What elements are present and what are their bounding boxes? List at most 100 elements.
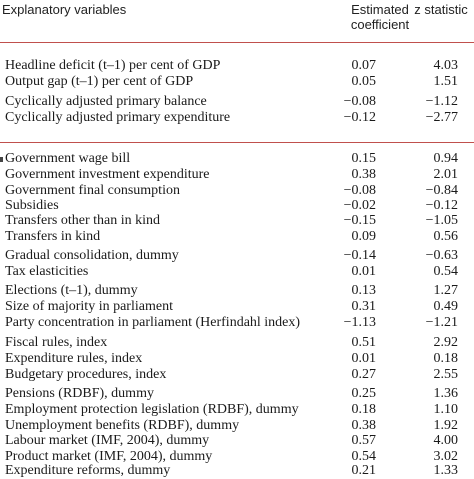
table-row: Government final consumption −0.08 −0.84 bbox=[0, 183, 474, 199]
table-row: Employment protection legislation (RDBF)… bbox=[0, 402, 474, 418]
table-row: Gradual consolidation, dummy −0.14 −0.63 bbox=[0, 248, 474, 264]
table-row: Transfers in kind 0.09 0.56 bbox=[0, 229, 474, 245]
table-row: Government investment expenditure 0.38 2.0… bbox=[0, 167, 474, 183]
row-coefficient: 0.31 bbox=[351, 299, 377, 314]
table-row: Subsidies −0.02 −0.12 bbox=[0, 198, 474, 214]
header-estimated-coefficient: Estimated coefficient bbox=[320, 2, 440, 32]
table-row: Transfers other than in kind −0.15 −1.05 bbox=[0, 213, 474, 229]
header-explanatory-variables: Explanatory variables bbox=[2, 2, 127, 17]
row-coefficient: 0.01 bbox=[351, 264, 377, 279]
row-label: Subsidies bbox=[5, 198, 59, 213]
row-coefficient: −0.14 bbox=[343, 248, 376, 263]
row-coefficient: −1.13 bbox=[343, 315, 376, 330]
row-z-statistic: 0.54 bbox=[433, 264, 459, 279]
row-z-statistic: −2.77 bbox=[425, 110, 458, 125]
row-coefficient: 0.09 bbox=[351, 229, 377, 244]
table-row: Headline deficit (t–1) per cent of GDP 0.… bbox=[0, 58, 474, 74]
row-label: Fiscal rules, index bbox=[5, 335, 108, 350]
row-z-statistic: 0.49 bbox=[433, 299, 459, 314]
row-coefficient: 0.07 bbox=[351, 58, 377, 73]
row-z-statistic: 1.33 bbox=[433, 463, 459, 478]
row-label: Cyclically adjusted primary expenditure bbox=[5, 110, 231, 125]
row-coefficient: 0.18 bbox=[351, 402, 377, 417]
row-label: Expenditure rules, index bbox=[5, 351, 143, 366]
table-row: Government wage bill 0.15 0.94 bbox=[0, 151, 474, 167]
table-row: Tax elasticities 0.01 0.54 bbox=[0, 264, 474, 280]
header-coefficient-line2: coefficient bbox=[350, 17, 410, 32]
row-coefficient: −0.02 bbox=[343, 198, 376, 213]
table-row: Cyclically adjusted primary expenditure −… bbox=[0, 110, 474, 126]
row-coefficient: −0.15 bbox=[343, 213, 376, 228]
row-label: Transfers in kind bbox=[5, 229, 101, 244]
row-z-statistic: 2.92 bbox=[433, 335, 459, 350]
row-z-statistic: −1.05 bbox=[425, 213, 458, 228]
row-coefficient: 0.54 bbox=[351, 449, 377, 464]
row-label: Budgetary procedures, index bbox=[5, 367, 167, 382]
row-label: Employment protection legislation (RDBF)… bbox=[5, 402, 299, 417]
row-coefficient: 0.38 bbox=[351, 167, 377, 182]
row-label: Government wage bill bbox=[5, 151, 131, 166]
row-z-statistic: −1.21 bbox=[425, 315, 458, 330]
header-z-statistic: z statistic bbox=[414, 2, 468, 17]
row-label: Cyclically adjusted primary balance bbox=[5, 94, 207, 109]
row-label: Expenditure reforms, dummy bbox=[5, 463, 171, 478]
row-z-statistic: 4.03 bbox=[433, 58, 459, 73]
row-coefficient: 0.51 bbox=[351, 335, 377, 350]
row-z-statistic: 1.92 bbox=[433, 418, 459, 433]
row-z-statistic: 3.02 bbox=[433, 449, 459, 464]
row-coefficient: 0.01 bbox=[351, 351, 377, 366]
table-row: Cyclically adjusted primary balance −0.08… bbox=[0, 94, 474, 110]
row-z-statistic: 0.94 bbox=[433, 151, 459, 166]
row-label: Government final consumption bbox=[5, 183, 180, 198]
row-z-statistic: −0.84 bbox=[425, 183, 458, 198]
row-coefficient: 0.57 bbox=[351, 433, 377, 448]
row-z-statistic: 0.18 bbox=[433, 351, 459, 366]
row-z-statistic: 2.55 bbox=[433, 367, 459, 382]
row-coefficient: 0.27 bbox=[351, 367, 377, 382]
row-label: Unemployment benefits (RDBF), dummy bbox=[5, 418, 240, 433]
header-coefficient-line1: Estimated bbox=[351, 2, 409, 17]
row-z-statistic: 1.51 bbox=[433, 74, 459, 89]
row-label: Tax elasticities bbox=[5, 264, 89, 279]
table-row: Elections (t–1), dummy 0.13 1.27 bbox=[0, 283, 474, 299]
table-row: Labour market (IMF, 2004), dummy 0.57 4.00 bbox=[0, 433, 474, 449]
row-z-statistic: 1.27 bbox=[433, 283, 459, 298]
row-coefficient: 0.21 bbox=[351, 463, 377, 478]
row-coefficient: −0.08 bbox=[343, 94, 376, 109]
row-z-statistic: −0.12 bbox=[425, 198, 458, 213]
row-label: Pensions (RDBF), dummy bbox=[5, 386, 154, 401]
table-row: Product market (IMF, 2004), dummy 0.54 3.0… bbox=[0, 449, 474, 465]
table-row: Fiscal rules, index 0.51 2.92 bbox=[0, 335, 474, 351]
row-z-statistic: 1.10 bbox=[433, 402, 459, 417]
row-z-statistic: 4.00 bbox=[433, 433, 459, 448]
table-row: Size of majority in parliament 0.31 0.49 bbox=[0, 299, 474, 315]
row-label: Labour market (IMF, 2004), dummy bbox=[5, 433, 210, 448]
table-rule-top bbox=[0, 42, 474, 43]
row-label: Transfers other than in kind bbox=[5, 213, 161, 228]
row-label: Gradual consolidation, dummy bbox=[5, 248, 179, 263]
row-z-statistic: −1.12 bbox=[425, 94, 458, 109]
edge-mark bbox=[0, 157, 3, 162]
table-rule-middle bbox=[0, 142, 474, 143]
row-coefficient: −0.12 bbox=[343, 110, 376, 125]
row-label: Elections (t–1), dummy bbox=[5, 283, 138, 298]
table-row: Expenditure reforms, dummy 0.21 1.33 bbox=[0, 463, 474, 479]
row-label: Government investment expenditure bbox=[5, 167, 210, 182]
table-row: Budgetary procedures, index 0.27 2.55 bbox=[0, 367, 474, 383]
table-row: Pensions (RDBF), dummy 0.25 1.36 bbox=[0, 386, 474, 402]
row-z-statistic: 1.36 bbox=[433, 386, 459, 401]
row-label: Size of majority in parliament bbox=[5, 299, 173, 314]
table-row: Unemployment benefits (RDBF), dummy 0.38 1… bbox=[0, 418, 474, 434]
row-z-statistic: 0.56 bbox=[433, 229, 459, 244]
row-z-statistic: 2.01 bbox=[433, 167, 459, 182]
row-label: Headline deficit (t–1) per cent of GDP bbox=[5, 58, 221, 73]
row-coefficient: −0.08 bbox=[343, 183, 376, 198]
row-z-statistic: −0.63 bbox=[425, 248, 458, 263]
row-coefficient: 0.15 bbox=[351, 151, 377, 166]
row-coefficient: 0.38 bbox=[351, 418, 377, 433]
row-label: Output gap (t–1) per cent of GDP bbox=[5, 74, 194, 89]
table-row: Party concentration in parliament (Herfi… bbox=[0, 315, 474, 331]
row-coefficient: 0.13 bbox=[351, 283, 377, 298]
table-row: Output gap (t–1) per cent of GDP 0.05 1.51 bbox=[0, 74, 474, 90]
row-coefficient: 0.25 bbox=[351, 386, 377, 401]
